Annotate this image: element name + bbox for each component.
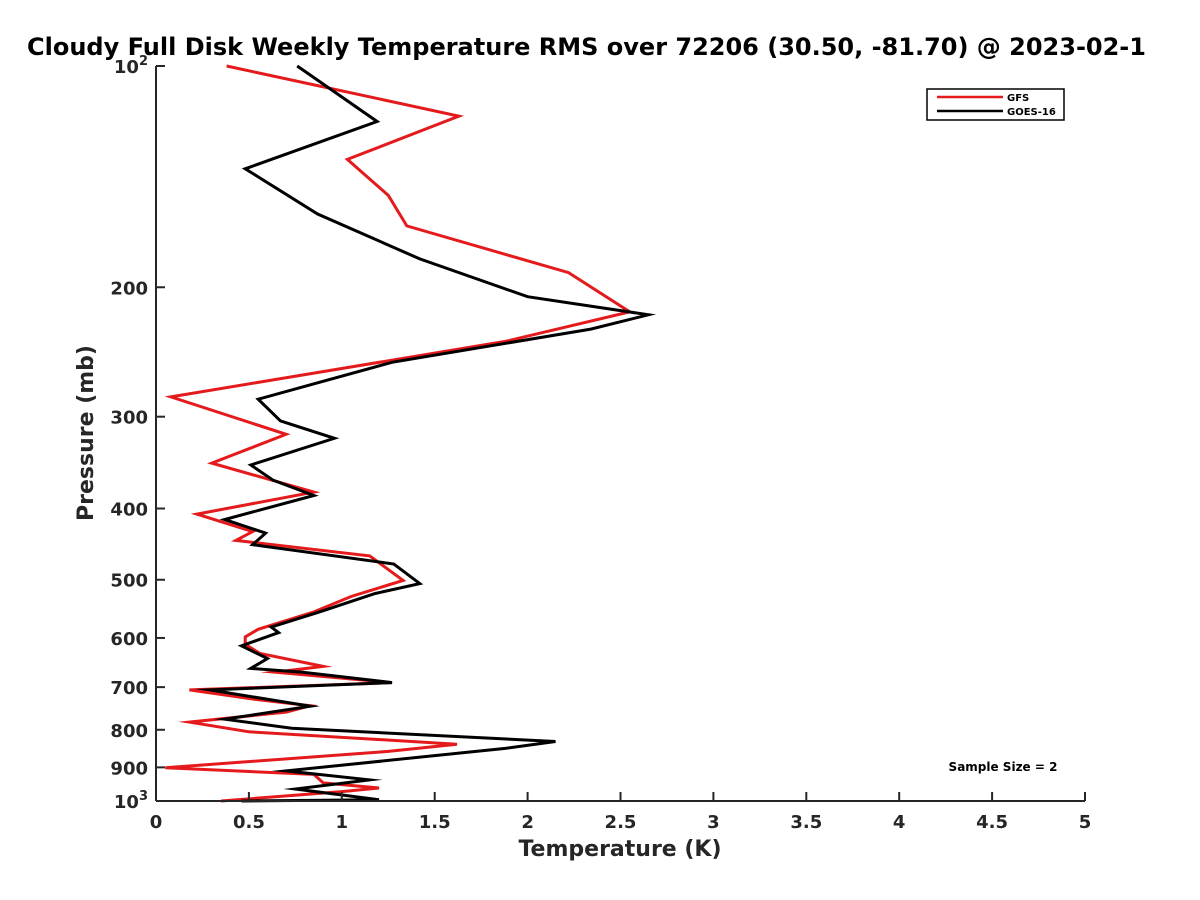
x-tick-label: 1.5 [419, 812, 451, 833]
series-layer [164, 64, 657, 803]
y-tick-label: 600 [110, 629, 148, 650]
x-tick-label: 3.5 [790, 812, 822, 833]
y-tick-label: 200 [110, 278, 148, 299]
y-tick-label: 102 [114, 54, 148, 78]
y-tick-label: 103 [114, 789, 148, 813]
legend-label-goes-16: GOES-16 [1007, 107, 1056, 118]
x-ticks: 0 0.5 1 1.5 2 2.5 3 3.5 4 4.5 5 [150, 792, 1092, 833]
plot-area [156, 66, 1085, 801]
y-tick-label: 300 [110, 408, 148, 429]
y-ticks: 102 200 300 400 500 600 700 800 900 103 [110, 54, 165, 813]
x-tick-label: 0.5 [233, 812, 265, 833]
legend: GFS GOES-16 [926, 88, 1065, 121]
x-tick-label: 2.5 [605, 812, 637, 833]
y-tick-label: 500 [110, 571, 148, 592]
x-tick-label: 3 [707, 812, 720, 833]
x-tick-label: 4.5 [976, 812, 1008, 833]
x-tick-label: 5 [1079, 812, 1092, 833]
chart-title: Cloudy Full Disk Weekly Temperature RMS … [27, 33, 1146, 61]
x-tick-label: 2 [521, 812, 534, 833]
y-tick-label: 700 [110, 678, 148, 699]
sample-size-annotation: Sample Size = 2 [949, 760, 1058, 774]
y-tick-label: 900 [110, 758, 148, 779]
y-axis-label: Pressure (mb) [74, 345, 99, 521]
x-axis-label: Temperature (K) [518, 837, 721, 862]
series-line-gfs [164, 64, 634, 803]
x-tick-label: 1 [336, 812, 349, 833]
y-tick-label: 400 [110, 500, 148, 521]
legend-label-gfs: GFS [1007, 93, 1029, 104]
x-tick-label: 0 [150, 812, 163, 833]
x-tick-label: 4 [893, 812, 906, 833]
legend-box [926, 88, 1065, 121]
series-line-goes-16 [194, 64, 657, 803]
y-tick-label: 800 [110, 721, 148, 742]
